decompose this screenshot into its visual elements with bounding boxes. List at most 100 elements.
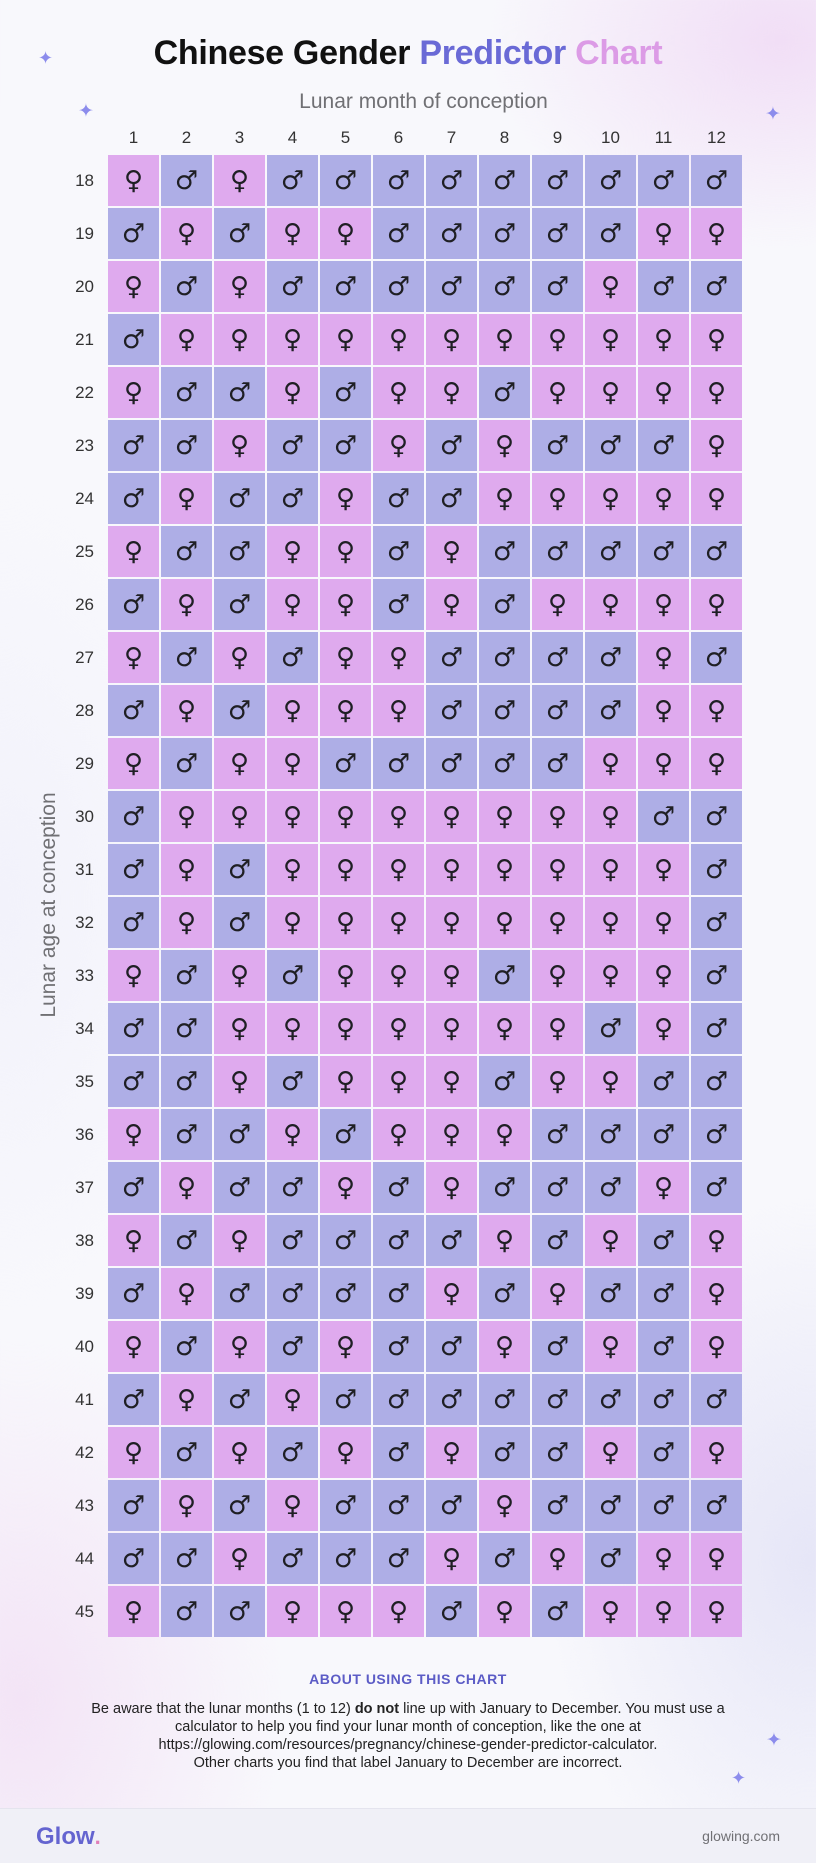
girl-cell: ♀ (214, 314, 265, 365)
girl-cell: ♀ (161, 685, 212, 736)
girl-cell: ♀ (691, 738, 742, 789)
boy-cell: ♂ (479, 579, 530, 630)
boy-cell: ♂ (267, 632, 318, 683)
boy-cell: ♂ (373, 1268, 424, 1319)
boy-cell: ♂ (267, 420, 318, 471)
boy-cell: ♂ (267, 1427, 318, 1478)
girl-cell: ♀ (691, 473, 742, 524)
boy-cell: ♂ (108, 897, 159, 948)
age-tick-label: 22 (75, 382, 94, 402)
girl-cell: ♀ (161, 208, 212, 259)
girl-cell: ♀ (479, 1480, 530, 1531)
girl-cell: ♀ (108, 367, 159, 418)
boy-cell: ♂ (161, 1586, 212, 1637)
boy-cell: ♂ (108, 791, 159, 842)
boy-cell: ♂ (320, 420, 371, 471)
month-tick-label: 4 (287, 128, 298, 147)
girl-cell: ♀ (214, 791, 265, 842)
boy-cell: ♂ (426, 1215, 477, 1266)
age-tick-label: 39 (75, 1283, 94, 1303)
boy-cell: ♂ (108, 420, 159, 471)
boy-cell: ♂ (691, 844, 742, 895)
boy-cell: ♂ (108, 844, 159, 895)
girl-cell: ♀ (532, 473, 583, 524)
glow-logo: Glow. (36, 1823, 101, 1851)
girl-cell: ♀ (426, 844, 477, 895)
boy-cell: ♂ (320, 261, 371, 312)
boy-cell: ♂ (161, 1533, 212, 1584)
about-body: Be aware that the lunar months (1 to 12)… (90, 1700, 726, 1772)
boy-cell: ♂ (426, 738, 477, 789)
age-tick-label: 35 (75, 1071, 94, 1091)
girl-cell: ♀ (373, 897, 424, 948)
boy-cell: ♂ (320, 367, 371, 418)
month-tick-label: 12 (707, 128, 726, 147)
boy-cell: ♂ (638, 526, 689, 577)
girl-cell: ♀ (426, 791, 477, 842)
girl-cell: ♀ (373, 844, 424, 895)
boy-cell: ♂ (479, 632, 530, 683)
girl-cell: ♀ (320, 473, 371, 524)
girl-cell: ♀ (479, 844, 530, 895)
girl-cell: ♀ (214, 1427, 265, 1478)
girl-cell: ♀ (267, 1109, 318, 1160)
month-tick-label: 9 (552, 128, 563, 147)
girl-cell: ♀ (638, 685, 689, 736)
boy-cell: ♂ (373, 1533, 424, 1584)
logo-dot: . (94, 1824, 101, 1849)
boy-cell: ♂ (426, 685, 477, 736)
girl-cell: ♀ (320, 1321, 371, 1372)
boy-cell: ♂ (532, 526, 583, 577)
girl-cell: ♀ (532, 367, 583, 418)
girl-cell: ♀ (532, 314, 583, 365)
girl-cell: ♀ (161, 579, 212, 630)
boy-cell: ♂ (214, 1268, 265, 1319)
girl-cell: ♀ (214, 632, 265, 683)
girl-cell: ♀ (585, 1427, 636, 1478)
age-tick-label: 20 (75, 276, 94, 296)
girl-cell: ♀ (585, 314, 636, 365)
boy-cell: ♂ (532, 155, 583, 206)
boy-cell: ♂ (638, 155, 689, 206)
boy-cell: ♂ (585, 526, 636, 577)
boy-cell: ♂ (479, 1374, 530, 1425)
girl-cell: ♀ (532, 1056, 583, 1107)
girl-cell: ♀ (638, 950, 689, 1001)
girl-cell: ♀ (320, 1162, 371, 1213)
girl-cell: ♀ (161, 473, 212, 524)
boy-cell: ♂ (532, 1162, 583, 1213)
boy-cell: ♂ (161, 1003, 212, 1054)
boy-cell: ♂ (214, 1162, 265, 1213)
boy-cell: ♂ (479, 1056, 530, 1107)
girl-cell: ♀ (320, 526, 371, 577)
girl-cell: ♀ (638, 473, 689, 524)
logo-text: Glow (36, 1823, 95, 1850)
boy-cell: ♂ (161, 632, 212, 683)
boy-cell: ♂ (479, 738, 530, 789)
girl-cell: ♀ (320, 579, 371, 630)
age-header-column: 18 19 20 21 22 23 24 25 26 27 28 29 30 31 32 33 34 35 36 37… (64, 155, 94, 1637)
about-text-bold: do not (354, 1701, 400, 1717)
girl-cell: ♀ (267, 526, 318, 577)
girl-cell: ♀ (108, 155, 159, 206)
boy-cell: ♂ (214, 1374, 265, 1425)
girl-cell: ♀ (108, 632, 159, 683)
boy-cell: ♂ (320, 738, 371, 789)
boy-cell: ♂ (161, 155, 212, 206)
age-tick-label: 27 (75, 647, 94, 667)
month-header-row: 1 2 3 4 5 6 7 8 9 10 11 12 (108, 128, 742, 148)
girl-cell: ♀ (373, 1109, 424, 1160)
girl-cell: ♀ (691, 1427, 742, 1478)
girl-cell: ♀ (638, 1003, 689, 1054)
boy-cell: ♂ (373, 473, 424, 524)
month-tick-label: 8 (499, 128, 510, 147)
girl-cell: ♀ (479, 1215, 530, 1266)
girl-cell: ♀ (426, 1268, 477, 1319)
girl-cell: ♀ (373, 1003, 424, 1054)
boy-cell: ♂ (691, 1374, 742, 1425)
boy-cell: ♂ (267, 1533, 318, 1584)
boy-cell: ♂ (161, 950, 212, 1001)
girl-cell: ♀ (691, 1586, 742, 1637)
age-tick-label: 40 (75, 1336, 94, 1356)
boy-cell: ♂ (373, 526, 424, 577)
